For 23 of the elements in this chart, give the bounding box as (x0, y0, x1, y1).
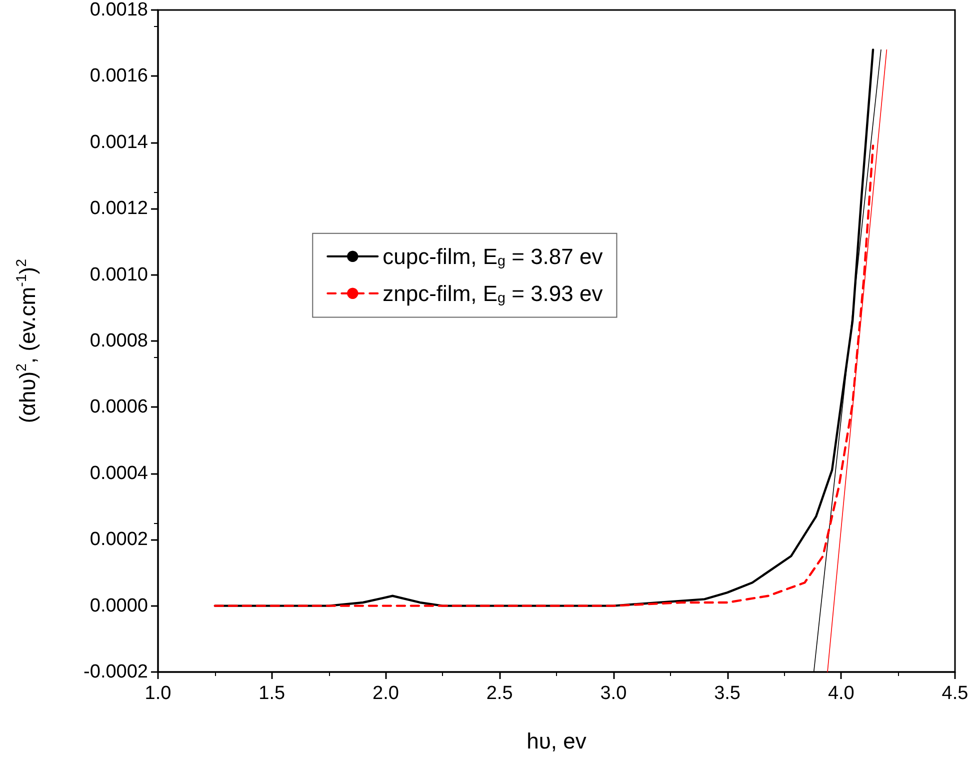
x-tick-label: 1.5 (258, 683, 286, 704)
y-tick-label: 0.0000 (90, 595, 148, 616)
x-tick-label: 4.0 (828, 683, 854, 704)
y-tick-label: 0.0008 (90, 330, 148, 352)
y-axis-title: (αhυ)2, (ev.cm-1)2 (14, 258, 40, 424)
y-tick-label: 0.0002 (90, 529, 148, 550)
legend-label: cupc-film, Eg = 3.87 ev (382, 244, 603, 270)
y-tick-label: 0.0006 (90, 396, 148, 418)
y-tick-label: 0.0004 (90, 462, 148, 484)
x-tick-label: 4.5 (942, 683, 968, 704)
y-tick-label: 0.0016 (90, 66, 148, 87)
x-tick-label: 2.5 (486, 683, 513, 704)
y-tick-label: 0.0010 (90, 264, 148, 286)
y-tick-label: 0.0014 (90, 132, 148, 153)
legend-label: znpc-film, Eg = 3.93 ev (382, 280, 603, 306)
y-tick-label: 0.0012 (90, 198, 148, 220)
x-tick-label: 1.0 (144, 683, 172, 704)
y-tick-label: -0.0002 (84, 662, 148, 682)
x-tick-label: 2.0 (372, 683, 399, 704)
x-tick-label: 3.0 (600, 683, 627, 704)
y-tick-label: 0.0018 (90, 0, 148, 20)
x-axis-title: hυ, ev (526, 728, 586, 754)
x-tick-label: 3.5 (714, 683, 740, 704)
